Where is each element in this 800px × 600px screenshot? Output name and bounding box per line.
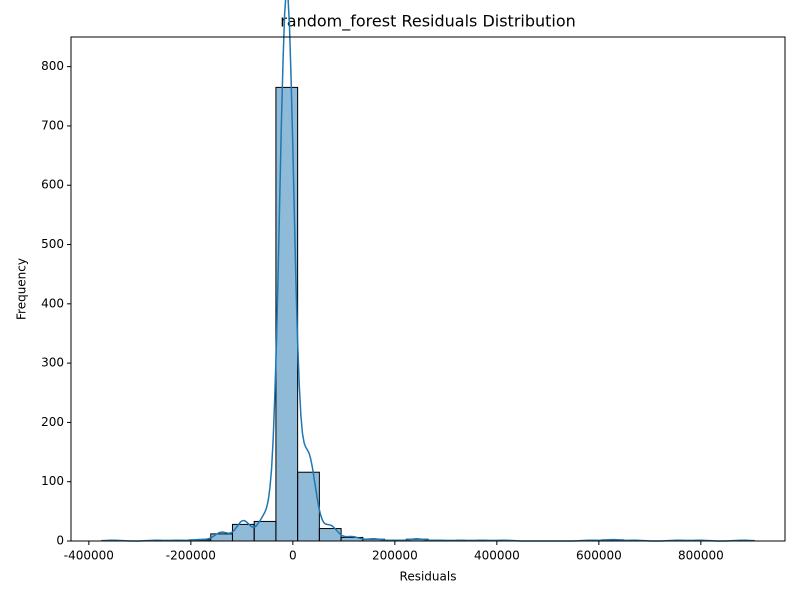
y-tick-label: 600 [41,178,64,192]
bar [275,86,299,542]
y-axis-label: Frequency [15,258,29,320]
x-tick-label: -400000 [64,549,114,563]
x-tick-label: 600000 [576,549,622,563]
y-tick-label: 800 [41,59,64,73]
y-tick-label: 700 [41,118,64,132]
x-tick-label: 400000 [474,549,520,563]
bar [318,528,342,542]
x-tick-label: -200000 [166,549,216,563]
y-tick-label: 400 [41,296,64,310]
plot-frame [70,36,786,542]
chart-title: random_forest Residuals Distribution [280,12,576,32]
y-tick-label: 0 [56,534,64,548]
x-tick-label: 800000 [678,549,724,563]
y-tick-label: 200 [41,415,64,429]
x-axis-label: Residuals [400,570,457,584]
bar [297,471,320,542]
y-tick-label: 300 [41,356,64,370]
x-tick-label: 0 [289,549,297,563]
y-tick-label: 100 [41,474,64,488]
x-tick-label: 200000 [372,549,418,563]
y-tick-label: 500 [41,237,64,251]
